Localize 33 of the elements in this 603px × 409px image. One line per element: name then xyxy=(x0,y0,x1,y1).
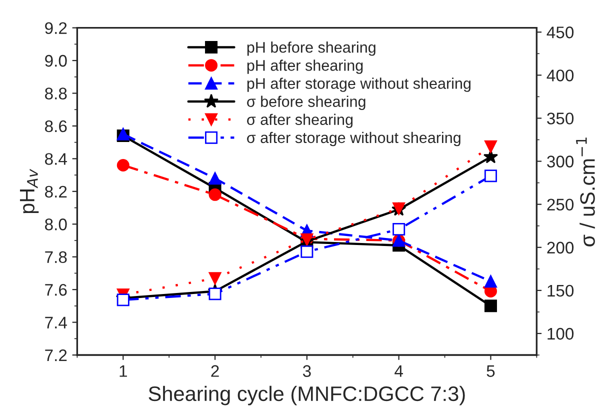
legend-label: σ after storage without shearing xyxy=(247,132,460,146)
y2-tick-label: 100 xyxy=(548,328,574,340)
y-tick-label: 7.2 xyxy=(45,349,67,362)
legend-label: pH after storage without shearing xyxy=(247,78,470,92)
y2-tick-label: 150 xyxy=(548,284,574,297)
y2-tick-label: 450 xyxy=(546,26,574,38)
y2-tick-label: 300 xyxy=(547,156,574,168)
x-tick-label: 1 xyxy=(120,365,127,377)
y-tick-label: 7.4 xyxy=(45,316,67,328)
y-tick-label: 7.6 xyxy=(45,284,67,296)
y-tick-label: 9.2 xyxy=(45,22,67,34)
y-tick-label: 9.0 xyxy=(45,54,67,67)
legend-label: σ after shearing xyxy=(247,114,353,128)
y2-axis-title: σ / uS.cm$^{−1}$ xyxy=(576,138,595,246)
legend-label: σ before shearing xyxy=(247,96,366,110)
y2-tick-label: 400 xyxy=(546,70,574,82)
y-tick-label: 8.6 xyxy=(45,120,67,132)
y-axis-title: pH$_{Av}$ xyxy=(20,168,39,214)
x-tick-label: 4 xyxy=(394,365,403,377)
y-tick-label: 7.8 xyxy=(45,251,67,264)
y2-tick-label: 350 xyxy=(547,112,574,124)
y2-tick-label: 250 xyxy=(547,198,574,211)
x-tick-label: 2 xyxy=(211,365,219,377)
y-tick-label: 8.8 xyxy=(45,88,67,100)
legend-label: pH after shearing xyxy=(247,60,363,74)
x-tick-label: 5 xyxy=(486,365,495,377)
y-tick-label: 8.0 xyxy=(45,218,67,230)
y-tick-label: 8.2 xyxy=(45,186,67,198)
x-axis-title: Shearing cycle (MNFC:DGCC 7:3) xyxy=(148,386,465,406)
x-tick-label: 3 xyxy=(302,365,311,377)
y2-tick-label: 200 xyxy=(547,242,574,254)
legend-label: pH before shearing xyxy=(247,42,376,56)
y-tick-label: 8.4 xyxy=(45,153,67,165)
